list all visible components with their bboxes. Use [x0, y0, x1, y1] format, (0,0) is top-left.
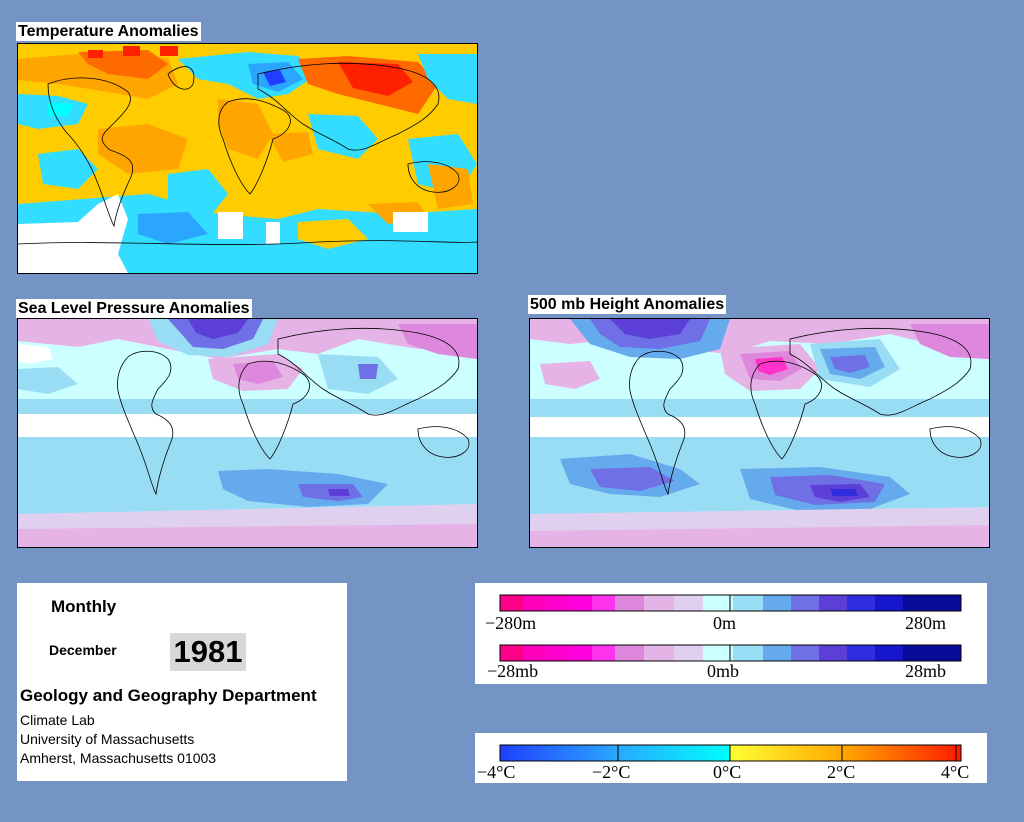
temperature-legend-svg: −4°C −2°C 0°C 2°C 4°C: [477, 744, 969, 782]
temperature-fill-regions: [18, 46, 477, 273]
height-coastlines: [629, 327, 982, 496]
year-label: 1981: [170, 633, 246, 671]
info-box: Monthly December 1981 Geology and Geogra…: [17, 583, 347, 781]
temperature-legend-box: −4°C −2°C 0°C 2°C 4°C: [475, 733, 987, 783]
temperature-legend-plus2: 2°C: [827, 762, 855, 782]
height-legend-bar: [499, 594, 962, 612]
temperature-legend-minus4: −4°C: [477, 762, 515, 782]
height-map-svg: [530, 319, 989, 547]
slp-panel-title: Sea Level Pressure Anomalies: [16, 299, 252, 318]
address-line-1: Climate Lab: [20, 712, 95, 728]
anomaly-legend-box: −280m 0m 280m −28mb 0mb 28mb: [475, 583, 987, 684]
temperature-coastlines: [18, 62, 477, 245]
temperature-panel-title: Temperature Anomalies: [16, 22, 201, 41]
slp-anomaly-map: [17, 318, 478, 548]
temperature-legend-minus2: −2°C: [592, 762, 630, 782]
height-legend-max: 280m: [905, 613, 946, 633]
pressure-legend-bar: [499, 644, 962, 662]
slp-coastlines: [117, 327, 470, 496]
height-legend-mid: 0m: [713, 613, 736, 633]
month-label: December: [49, 642, 117, 658]
temperature-legend-bar: [499, 744, 962, 762]
temperature-legend-zero: 0°C: [713, 762, 741, 782]
height-panel-title: 500 mb Height Anomalies: [528, 295, 727, 314]
period-label: Monthly: [51, 597, 117, 616]
pressure-legend-min: −28mb: [487, 661, 538, 681]
temperature-legend-plus4: 4°C: [941, 762, 969, 782]
height-anomaly-map: [529, 318, 990, 548]
address-line-3: Amherst, Massachusetts 01003: [20, 750, 217, 766]
height-contour-fills: [530, 319, 989, 547]
pressure-legend-max: 28mb: [905, 661, 946, 681]
temperature-anomaly-map: [17, 43, 478, 274]
slp-map-svg: [18, 319, 477, 547]
pressure-legend-mid: 0mb: [707, 661, 739, 681]
height-legend-min: −280m: [485, 613, 536, 633]
anomaly-legend-svg: −280m 0m 280m −28mb 0mb 28mb: [485, 594, 962, 681]
temperature-map-svg: [18, 44, 477, 273]
address-line-2: University of Massachusetts: [20, 731, 195, 747]
department-name: Geology and Geography Department: [20, 686, 317, 705]
